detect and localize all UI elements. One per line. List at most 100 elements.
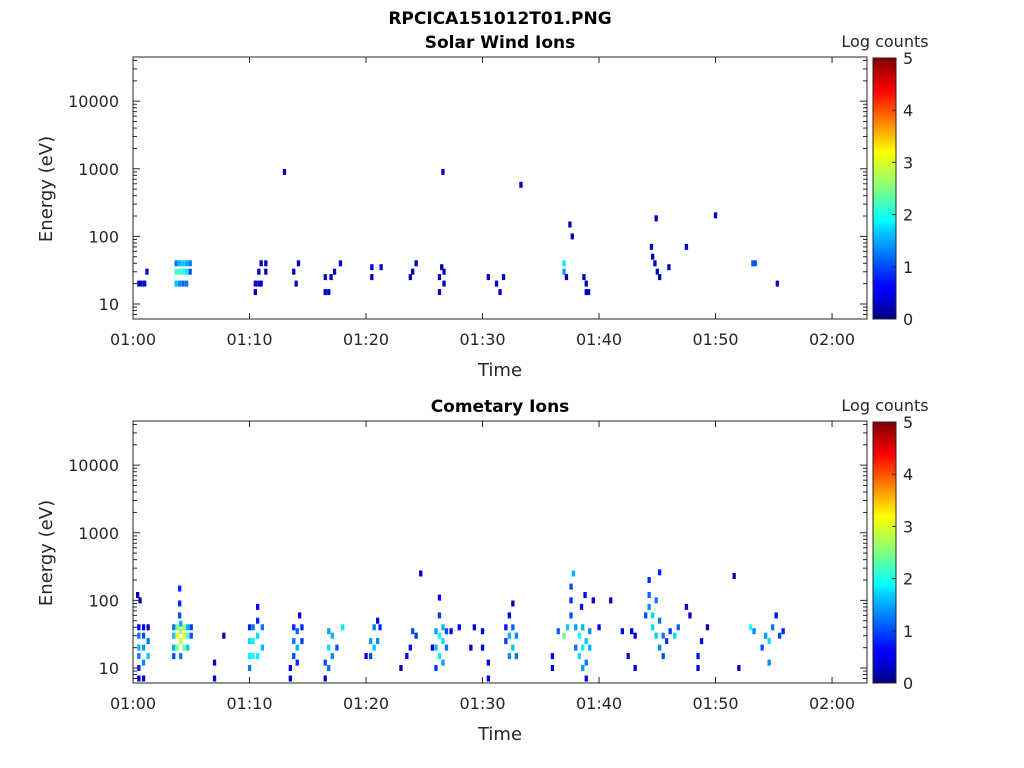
heatmap-cell [139,280,143,287]
figure-title: RPCICA151012T01.PNG [388,9,611,29]
heatmap-cell [172,653,176,660]
x-tick-label: 01:20 [343,694,389,713]
x-tick-label: 01:40 [576,330,622,349]
heatmap-cell [597,624,601,631]
heatmap-cell [185,280,189,287]
x-axis-label: Time [477,360,522,381]
heatmap-cell [661,632,665,639]
heatmap-cell [146,638,150,645]
heatmap-cell [253,289,257,296]
heatmap-cell [655,268,659,275]
heatmap-cell [588,644,592,651]
heatmap-cell [574,624,578,631]
heatmap-cell [175,632,179,639]
heatmap-cell [172,644,176,651]
colorbar-tick-label: 2 [903,206,913,225]
heatmap-cells [137,168,779,296]
heatmap-cell [480,628,485,635]
heatmap-cell [579,603,584,610]
colorbar-tick-label: 5 [903,413,913,432]
heatmap-cell [584,659,588,666]
heatmap-cell [581,644,585,651]
y-tick-label: 10000 [68,456,119,475]
heatmap-cell [620,628,624,635]
heatmap-cell [414,260,418,267]
heatmap-cell [653,260,657,267]
x-tick-label: 02:00 [809,694,855,713]
heatmap-cell [630,628,634,635]
heatmap-cell [550,665,555,671]
heatmap-cell [584,638,588,645]
heatmap-cell [588,628,592,635]
heatmap-cell [430,644,435,651]
heatmap-cell [178,260,182,267]
heatmap-cell [296,260,301,267]
heatmap-cell [658,644,662,651]
heatmap-cell [511,644,515,651]
heatmap-cell [179,620,183,627]
heatmap-cell [327,665,331,671]
x-tick-label: 01:00 [110,694,156,713]
colorbar-tick-label: 0 [903,674,913,693]
heatmap-cell [372,624,376,631]
heatmap-cell [379,264,383,271]
colorbar-ticks: 0 1 2 3 4 5 [892,413,913,693]
heatmap-cell [437,274,442,281]
heatmap-cell [141,632,146,639]
heatmap-cell [292,638,296,645]
heatmap-cell [498,289,502,296]
heatmap-cell [713,212,718,219]
heatmap-cell [405,653,409,660]
heatmap-cell [186,644,190,651]
heatmap-cell [699,638,704,645]
heatmap-cell [584,675,588,682]
heatmap-cell [178,585,182,592]
heatmap-cell [332,268,337,275]
heatmap-cell [633,632,637,639]
heatmap-cell [264,260,268,267]
y-axis-label: Energy (eV) [36,500,57,606]
heatmap-cell [186,632,190,639]
heatmap-cell [609,597,613,604]
heatmap-cell [437,594,442,601]
heatmap-cell [181,280,185,287]
y-tick-label: 10 [99,295,119,314]
x-tick-label: 01:50 [692,694,738,713]
heatmap-cell [138,597,142,604]
heatmap-cell [583,592,587,598]
heatmap-cell [399,665,403,671]
heatmap-cell [178,612,182,619]
x-tick-label: 01:30 [459,694,505,713]
heatmap-cell [378,624,382,631]
heatmap-cell [550,653,555,660]
heatmap-cell [649,243,654,250]
heatmap-cell [441,168,445,175]
heatmap-cell [370,264,374,271]
heatmap-cell [181,260,185,267]
x-tick-label: 01:40 [576,694,622,713]
heatmap-cell [562,268,566,275]
heatmap-cell [376,638,380,645]
y-tick-label: 10000 [68,92,119,111]
heatmap-cell [185,268,189,275]
heatmap-cell [626,653,630,660]
colorbar-tick-label: 3 [903,153,913,172]
heatmap-cell [411,268,415,275]
panel-title: Cometary Ions [431,397,570,417]
heatmap-cell [647,577,651,583]
heatmap-cell [570,233,574,240]
heatmap-cell [441,638,445,645]
heatmap-cell [581,665,585,671]
heatmap-cell [696,665,700,671]
heatmap-cell [574,644,578,651]
heatmap-cell [507,632,511,639]
axes: 01:00 01:10 01:20 01:30 01:40 01:50 02:00 10 100… [68,421,867,713]
heatmap-cell [688,612,692,619]
x-tick-label: 01:00 [110,330,156,349]
heatmap-cell [414,632,418,639]
heatmap-cell [556,628,560,635]
heatmap-cell [247,665,252,671]
heatmap-cell [175,624,179,631]
heatmap-cell [292,268,296,275]
heatmap-cell [141,644,146,651]
